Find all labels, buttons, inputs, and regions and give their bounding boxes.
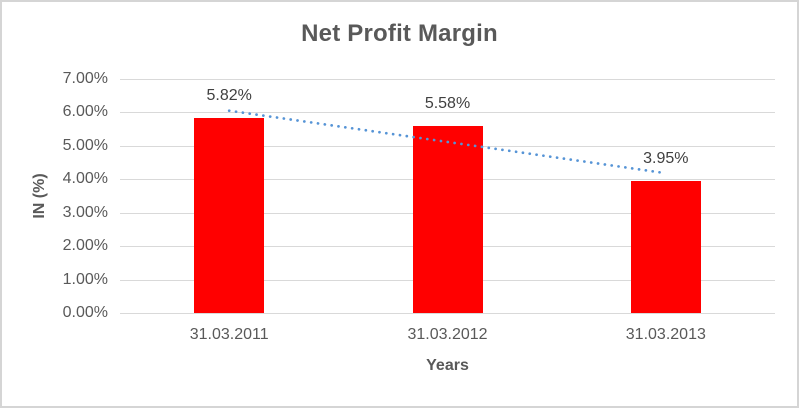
bar — [412, 126, 483, 313]
chart-title: Net Profit Margin — [301, 20, 498, 47]
x-tick-label: 31.03.2013 — [625, 326, 706, 343]
gridline — [120, 313, 775, 314]
y-axis-title: IN (%) — [31, 173, 48, 219]
y-tick-label: 4.00% — [62, 170, 108, 188]
y-tick-label: 7.00% — [62, 70, 108, 87]
y-tick-label: 0.00% — [62, 304, 108, 321]
bar-data-label: 3.95% — [643, 149, 689, 167]
y-tick-label: 1.00% — [62, 270, 108, 288]
bar-data-label: 5.58% — [424, 95, 471, 113]
bar — [630, 180, 701, 313]
bar — [194, 118, 265, 313]
y-tick-label: 5.00% — [62, 136, 108, 154]
x-tick-label: 31.03.2012 — [407, 326, 488, 343]
x-tick-label: 31.03.2011 — [189, 326, 269, 343]
x-axis-title: Years — [426, 357, 469, 374]
y-tick-label: 2.00% — [62, 237, 108, 255]
y-tick-label: 6.00% — [62, 103, 108, 121]
gridline — [120, 79, 775, 80]
y-tick-label: 3.00% — [62, 203, 108, 221]
bar-data-label: 5.82% — [206, 87, 252, 105]
